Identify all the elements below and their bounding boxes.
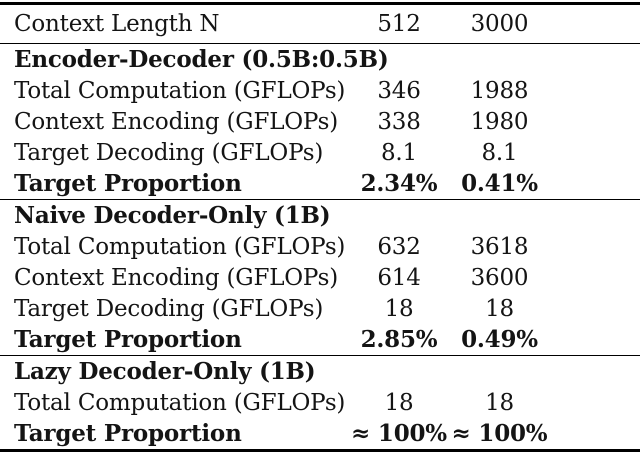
value-3000: 18 <box>485 389 514 416</box>
section-naive-decoder-only: Naive Decoder-Only (1B) Total Computatio… <box>0 199 640 356</box>
value-3000: 1980 <box>470 108 529 135</box>
value-3000: ≈ 100% <box>451 420 548 447</box>
row-label: Target Proportion <box>14 326 242 353</box>
section-title-row: Naive Decoder-Only (1B) <box>0 200 640 232</box>
value-3000: 8.1 <box>481 139 518 166</box>
value-512: 632 <box>377 233 421 260</box>
row-spacer <box>550 387 640 418</box>
row-spacer <box>550 137 640 168</box>
header-col-512: 512 <box>377 11 421 37</box>
table-row: Context Encoding (GFLOPs) 614 3600 <box>0 262 640 293</box>
value-3000: 0.49% <box>461 326 538 353</box>
value-512: ≈ 100% <box>351 420 447 447</box>
row-spacer <box>550 293 640 324</box>
header-spacer <box>550 4 640 44</box>
section-title: Lazy Decoder-Only (1B) <box>14 358 316 385</box>
table-row-target-proportion: Target Proportion 2.85% 0.49% <box>0 324 640 356</box>
row-spacer <box>550 418 640 451</box>
value-3000: 18 <box>485 295 514 322</box>
value-512: 18 <box>384 295 414 322</box>
value-512: 338 <box>377 108 421 135</box>
table-row: Total Computation (GFLOPs) 346 1988 <box>0 75 640 106</box>
value-3000: 1988 <box>470 77 529 104</box>
section-encoder-decoder: Encoder-Decoder (0.5B:0.5B) Total Comput… <box>0 44 640 200</box>
value-512: 18 <box>384 389 414 416</box>
value-3000: 3600 <box>470 264 529 291</box>
row-spacer <box>550 231 640 262</box>
row-label: Total Computation (GFLOPs) <box>14 389 346 416</box>
section-title: Encoder-Decoder (0.5B:0.5B) <box>14 46 389 73</box>
header-label: Context Length N <box>14 11 220 37</box>
value-3000: 3618 <box>470 233 529 260</box>
section-title-row: Encoder-Decoder (0.5B:0.5B) <box>0 44 640 76</box>
row-spacer <box>550 75 640 106</box>
row-spacer <box>550 168 640 200</box>
row-label: Target Proportion <box>14 170 242 197</box>
row-label: Target Decoding (GFLOPs) <box>14 139 324 166</box>
table-row: Total Computation (GFLOPs) 18 18 <box>0 387 640 418</box>
row-label: Context Encoding (GFLOPs) <box>14 108 338 135</box>
row-spacer <box>550 262 640 293</box>
row-label: Context Encoding (GFLOPs) <box>14 264 338 291</box>
header-row: Context Length N 512 3000 <box>0 4 640 44</box>
table-row: Context Encoding (GFLOPs) 338 1980 <box>0 106 640 137</box>
table-header: Context Length N 512 3000 <box>0 4 640 44</box>
section-title: Naive Decoder-Only (1B) <box>14 202 331 229</box>
value-512: 2.85% <box>360 326 438 353</box>
row-label: Target Proportion <box>14 420 242 447</box>
table-row-target-proportion: Target Proportion 2.34% 0.41% <box>0 168 640 200</box>
table-row: Total Computation (GFLOPs) 632 3618 <box>0 231 640 262</box>
table-row-target-proportion: Target Proportion ≈ 100% ≈ 100% <box>0 418 640 451</box>
section-title-row: Lazy Decoder-Only (1B) <box>0 356 640 388</box>
row-spacer <box>550 106 640 137</box>
row-label: Total Computation (GFLOPs) <box>14 77 346 104</box>
value-3000: 0.41% <box>461 170 538 197</box>
header-col-3000: 3000 <box>470 11 529 37</box>
row-spacer <box>550 324 640 356</box>
row-label: Target Decoding (GFLOPs) <box>14 295 324 322</box>
value-512: 2.34% <box>360 170 438 197</box>
value-512: 8.1 <box>381 139 417 166</box>
table-row: Target Decoding (GFLOPs) 18 18 <box>0 293 640 324</box>
section-lazy-decoder-only: Lazy Decoder-Only (1B) Total Computation… <box>0 355 640 451</box>
table-row: Target Decoding (GFLOPs) 8.1 8.1 <box>0 137 640 168</box>
value-512: 346 <box>377 77 421 104</box>
row-label: Total Computation (GFLOPs) <box>14 233 346 260</box>
value-512: 614 <box>377 264 421 291</box>
